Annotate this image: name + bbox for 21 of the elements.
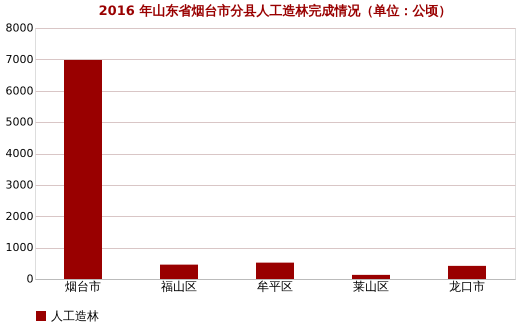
y-tick-label: 4000 — [6, 147, 34, 160]
x-tick-label: 福山区 — [161, 280, 197, 294]
y-tick-label: 3000 — [6, 178, 34, 192]
x-tick-label: 龙口市 — [449, 280, 485, 294]
bar — [256, 262, 294, 279]
bar — [160, 264, 198, 279]
y-tick-label: 0 — [26, 272, 34, 286]
bar — [64, 60, 102, 279]
legend-label: 人工造林 — [51, 309, 99, 323]
y-tick-label: 7000 — [6, 52, 34, 66]
y-tick-label: 6000 — [6, 84, 34, 98]
y-tick-label: 2000 — [6, 210, 34, 223]
chart-title: 2016 年山东省烟台市分县人工造林完成情况（单位：公顷） — [98, 3, 452, 19]
y-tick-label: 8000 — [6, 22, 34, 34]
bar — [448, 266, 486, 279]
x-tick-label: 牟平区 — [257, 280, 293, 294]
y-tick-label: 5000 — [6, 116, 34, 129]
x-tick-label: 烟台市 — [65, 280, 101, 294]
x-tick-label: 莱山区 — [353, 280, 389, 294]
bar — [352, 274, 390, 279]
y-tick-label: 1000 — [6, 241, 34, 254]
